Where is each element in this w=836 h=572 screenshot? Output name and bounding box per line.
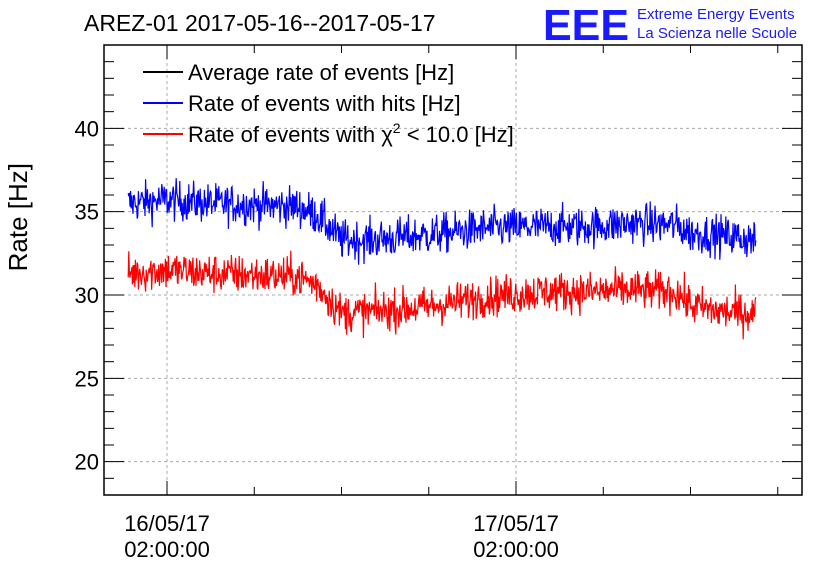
legend-chi2-symbol: χ [381,122,393,147]
grid [104,45,802,495]
legend-label-average: Average rate of events [Hz] [188,60,454,85]
y-tick-label: 35 [75,200,99,225]
series-line-2 [127,250,757,340]
y-axis-label: Rate [Hz] [3,163,33,271]
y-tick-label: 40 [75,116,99,141]
eee-logo: EEE Extreme Energy Events La Scienza nel… [543,1,797,50]
chart-title: AREZ-01 2017-05-16--2017-05-17 [84,10,436,36]
series-line-1 [127,178,757,265]
legend-chi2-suffix: < 10.0 [Hz] [401,122,514,147]
eee-logo-line1: Extreme Energy Events [637,6,795,23]
legend-label-chi2: Rate of events with χ2 < 10.0 [Hz] [188,120,514,147]
eee-logo-mark: EEE [543,1,629,50]
series-layer [127,178,757,340]
x-tick-label-date: 17/05/17 [473,511,559,536]
legend-entry-average: Average rate of events [Hz] [143,60,454,85]
y-tick-labels: 20 25 30 35 40 [75,116,99,474]
legend-label-hits: Rate of events with hits [Hz] [188,91,461,116]
plot-frame [103,44,803,496]
y-tick-label: 30 [75,283,99,308]
x-tick-label-time: 02:00:00 [124,537,210,562]
axis-ticks [104,45,802,496]
legend-entry-chi2: Rate of events with χ2 < 10.0 [Hz] [143,120,514,147]
y-tick-label: 25 [75,366,99,391]
x-tick-label-time: 02:00:00 [473,537,559,562]
legend-entry-hits: Rate of events with hits [Hz] [143,91,461,116]
y-tick-label: 20 [75,450,99,475]
legend-chi2-prefix: Rate of events with [188,122,381,147]
eee-logo-line2: La Scienza nelle Scuole [637,25,797,42]
x-tick-label-date: 16/05/17 [124,511,210,536]
legend-chi2-superscript: 2 [393,120,401,136]
legend: Average rate of events [Hz] Rate of even… [143,60,514,147]
